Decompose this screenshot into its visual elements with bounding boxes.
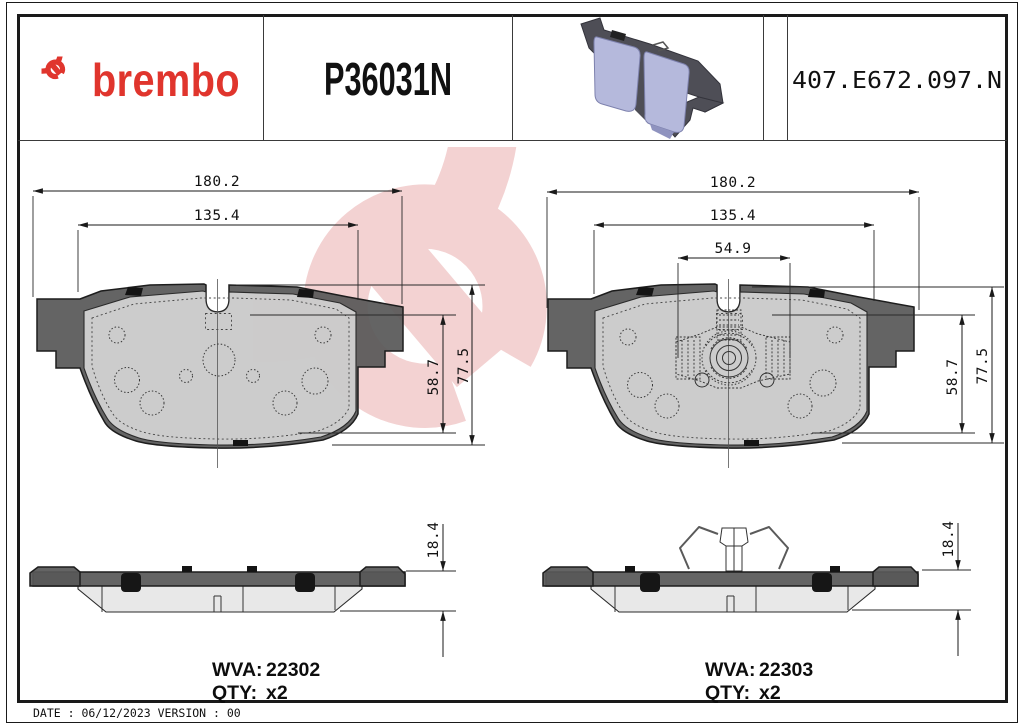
wear-sensor-assembly bbox=[675, 309, 791, 389]
dim-pad-width: 135.4 bbox=[710, 208, 756, 224]
reference-number: 407.E672.097.N bbox=[792, 68, 1002, 94]
brembo-wordmark: brembo bbox=[92, 54, 240, 106]
wva-label: WVA: bbox=[705, 659, 756, 681]
footer-date-version: DATE : 06/12/2023 VERSION : 00 bbox=[33, 706, 241, 720]
side-ear-right bbox=[872, 566, 919, 587]
right-pad-piston-marks bbox=[619, 326, 844, 419]
side-slot bbox=[213, 595, 222, 612]
brembo-logo: brembo bbox=[24, 54, 240, 106]
right-dimensions: 180.2 135.4 54.9 58.7 77.5 18.4 bbox=[546, 175, 1004, 656]
pad-photo-friction-right bbox=[643, 51, 690, 133]
wva-number: 22302 bbox=[266, 659, 320, 681]
left-pad-front-view bbox=[36, 278, 404, 469]
side-ear-left bbox=[542, 566, 594, 587]
pad-photo-edge-shade bbox=[650, 124, 674, 139]
wva-number: 22303 bbox=[759, 659, 813, 681]
dim-friction-height: 58.7 bbox=[945, 359, 961, 396]
dim-thickness: 18.4 bbox=[426, 522, 442, 559]
pad-photo-clip bbox=[610, 30, 626, 41]
side-backplate bbox=[32, 571, 406, 587]
qty-label: QTY: bbox=[212, 682, 257, 704]
right-pad-front-view bbox=[547, 278, 915, 469]
sensor-body bbox=[719, 527, 749, 572]
qty-value: x2 bbox=[759, 682, 781, 704]
qty-label: QTY: bbox=[705, 682, 750, 704]
side-damper bbox=[812, 573, 832, 592]
left-pad-info: WVA: 22302 QTY: x2 bbox=[212, 659, 320, 704]
side-friction bbox=[77, 585, 363, 613]
dim-pad-width: 135.4 bbox=[194, 208, 240, 224]
side-top-tab bbox=[830, 566, 840, 572]
qty-value: x2 bbox=[266, 682, 288, 704]
side-damper bbox=[295, 573, 315, 592]
page-border bbox=[6, 2, 1018, 723]
side-damper bbox=[121, 573, 141, 592]
sensor-body-lines bbox=[726, 528, 742, 571]
dim-total-height: 77.5 bbox=[975, 348, 991, 385]
pad-photo-spring bbox=[652, 41, 670, 52]
side-damper bbox=[640, 573, 660, 592]
pad-photo bbox=[580, 17, 725, 139]
sensor-wire-left bbox=[679, 526, 719, 570]
pad-photo-friction-left bbox=[593, 36, 641, 112]
left-pad-side-view bbox=[29, 566, 406, 613]
right-pad-side-view bbox=[542, 526, 919, 613]
dim-total-height: 77.5 bbox=[456, 348, 472, 385]
right-pad-info: WVA: 22303 QTY: x2 bbox=[705, 659, 813, 704]
dim-overall-width: 180.2 bbox=[194, 174, 240, 190]
left-pad-piston-marks bbox=[108, 326, 332, 416]
side-friction-lines bbox=[614, 586, 849, 612]
side-ear-right bbox=[359, 566, 406, 587]
side-top-tab bbox=[247, 566, 257, 572]
dim-sensor-width: 54.9 bbox=[715, 241, 752, 257]
side-ear-left bbox=[29, 566, 81, 587]
side-top-tab bbox=[182, 566, 192, 572]
side-slot bbox=[726, 595, 735, 612]
side-backplate bbox=[545, 571, 919, 587]
side-friction-lines bbox=[101, 586, 336, 612]
side-friction bbox=[590, 585, 876, 613]
dim-friction-height: 58.7 bbox=[426, 359, 442, 396]
dim-thickness: 18.4 bbox=[941, 521, 957, 558]
wva-label: WVA: bbox=[212, 659, 263, 681]
part-number: P36031N bbox=[324, 53, 452, 105]
left-dimensions: 180.2 135.4 58.7 77.5 18.4 bbox=[32, 174, 485, 657]
sensor-wire-right bbox=[749, 526, 789, 570]
dim-overall-width: 180.2 bbox=[710, 175, 756, 191]
side-top-tab bbox=[625, 566, 635, 572]
